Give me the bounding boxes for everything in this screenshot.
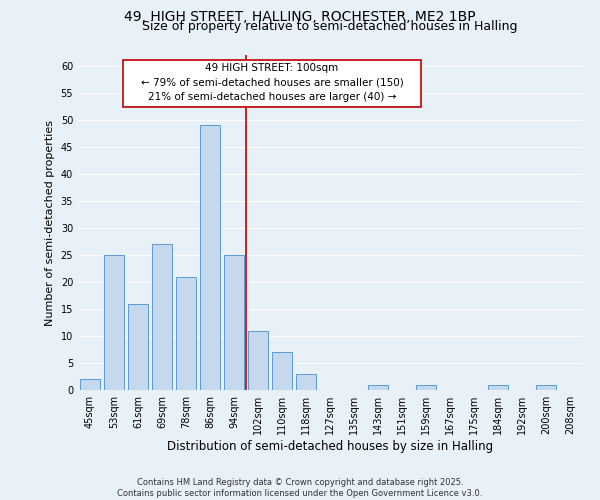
Bar (176, 276, 196, 390)
Bar (272, 352, 292, 390)
Bar (200, 125, 220, 390)
Text: ← 79% of semi-detached houses are smaller (150): ← 79% of semi-detached houses are smalle… (140, 78, 403, 88)
Bar (128, 304, 148, 390)
Y-axis label: Number of semi-detached properties: Number of semi-detached properties (45, 120, 55, 326)
Bar (368, 384, 388, 390)
Text: Contains HM Land Registry data © Crown copyright and database right 2025.
Contai: Contains HM Land Registry data © Crown c… (118, 478, 482, 498)
Bar (224, 255, 244, 390)
Text: 49, HIGH STREET, HALLING, ROCHESTER, ME2 1BP: 49, HIGH STREET, HALLING, ROCHESTER, ME2… (124, 10, 476, 24)
Bar (104, 255, 124, 390)
Bar (416, 384, 436, 390)
Bar (80, 379, 100, 390)
FancyBboxPatch shape (124, 60, 421, 107)
Text: 49 HIGH STREET: 100sqm: 49 HIGH STREET: 100sqm (205, 62, 338, 72)
Bar (248, 330, 268, 390)
X-axis label: Distribution of semi-detached houses by size in Halling: Distribution of semi-detached houses by … (167, 440, 493, 453)
Bar (488, 384, 508, 390)
Bar (152, 244, 172, 390)
Text: 21% of semi-detached houses are larger (40) →: 21% of semi-detached houses are larger (… (148, 92, 396, 102)
Title: Size of property relative to semi-detached houses in Halling: Size of property relative to semi-detach… (142, 20, 518, 33)
Bar (536, 384, 556, 390)
Bar (296, 374, 316, 390)
